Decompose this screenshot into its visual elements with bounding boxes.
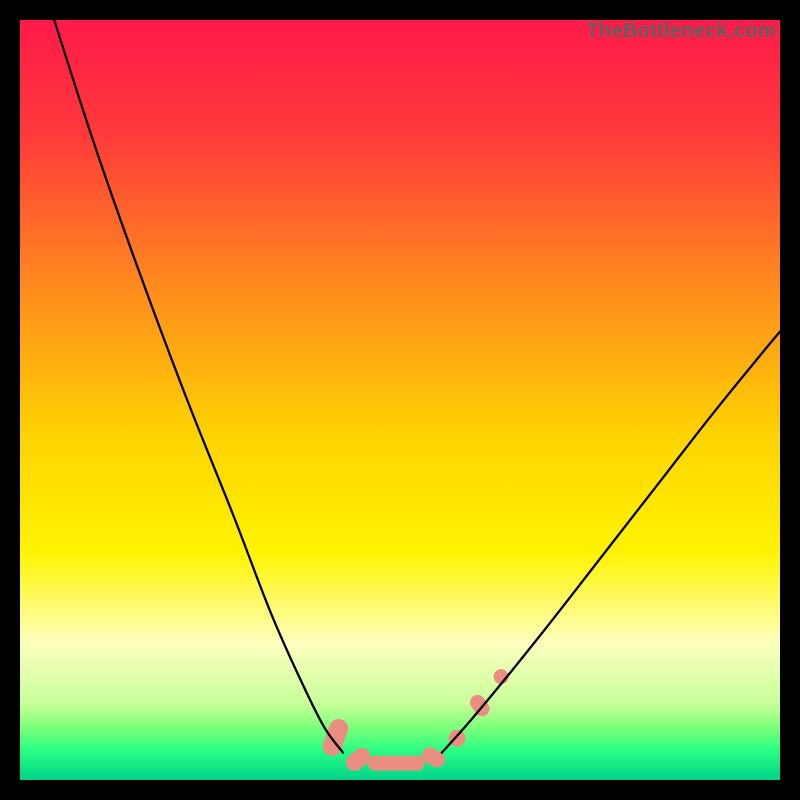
valley-capsule [368, 756, 425, 771]
outer-frame: TheBottleneck.com [0, 0, 800, 800]
bottleneck-chart [20, 20, 780, 780]
watermark-text: TheBottleneck.com [586, 20, 776, 43]
plot-area: TheBottleneck.com [20, 20, 780, 780]
gradient-background [20, 20, 780, 780]
